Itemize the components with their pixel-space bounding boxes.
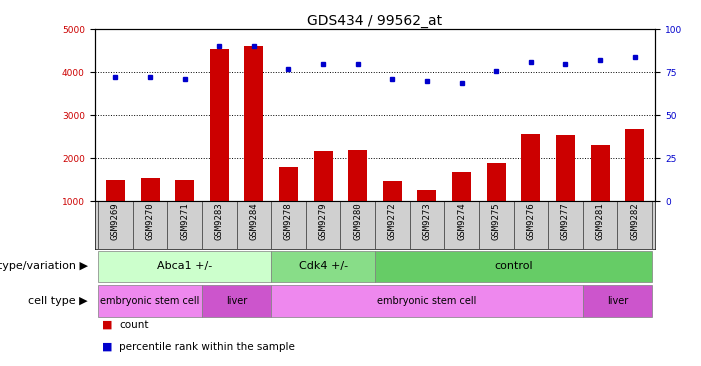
Text: control: control bbox=[494, 261, 533, 271]
Text: GSM9270: GSM9270 bbox=[146, 203, 154, 240]
Bar bbox=[556, 135, 575, 201]
Text: GSM9277: GSM9277 bbox=[561, 203, 570, 240]
Bar bbox=[245, 46, 264, 201]
Bar bbox=[210, 49, 229, 201]
Text: cell type ▶: cell type ▶ bbox=[28, 296, 88, 306]
Text: GSM9283: GSM9283 bbox=[215, 203, 224, 240]
Bar bbox=[522, 134, 540, 201]
Bar bbox=[375, 251, 652, 282]
Text: GSM9274: GSM9274 bbox=[457, 203, 466, 240]
Text: percentile rank within the sample: percentile rank within the sample bbox=[119, 342, 295, 352]
Text: GSM9273: GSM9273 bbox=[423, 203, 431, 240]
Bar bbox=[202, 285, 271, 317]
Text: GSM9271: GSM9271 bbox=[180, 203, 189, 240]
Bar bbox=[175, 180, 194, 201]
Text: GSM9272: GSM9272 bbox=[388, 203, 397, 240]
Bar bbox=[313, 150, 333, 201]
Text: GSM9280: GSM9280 bbox=[353, 203, 362, 240]
Text: count: count bbox=[119, 320, 149, 330]
Text: Abca1 +/-: Abca1 +/- bbox=[157, 261, 212, 271]
Bar bbox=[140, 178, 160, 201]
Text: Cdk4 +/-: Cdk4 +/- bbox=[299, 261, 348, 271]
Text: genotype/variation ▶: genotype/variation ▶ bbox=[0, 261, 88, 271]
Bar bbox=[106, 180, 125, 201]
Text: liver: liver bbox=[607, 296, 628, 306]
Bar bbox=[625, 129, 644, 201]
Bar bbox=[98, 285, 202, 317]
Text: ■: ■ bbox=[102, 342, 116, 352]
Text: GSM9276: GSM9276 bbox=[526, 203, 536, 240]
Bar bbox=[590, 145, 610, 201]
Title: GDS434 / 99562_at: GDS434 / 99562_at bbox=[308, 14, 442, 28]
Bar bbox=[348, 150, 367, 201]
Bar bbox=[383, 181, 402, 201]
Text: GSM9279: GSM9279 bbox=[319, 203, 327, 240]
Text: GSM9278: GSM9278 bbox=[284, 203, 293, 240]
Bar bbox=[271, 251, 375, 282]
Text: ■: ■ bbox=[102, 320, 116, 330]
Text: GSM9269: GSM9269 bbox=[111, 203, 120, 240]
Text: GSM9282: GSM9282 bbox=[630, 203, 639, 240]
Bar bbox=[271, 285, 583, 317]
Text: embryonic stem cell: embryonic stem cell bbox=[377, 296, 477, 306]
Bar bbox=[486, 163, 505, 201]
Text: GSM9281: GSM9281 bbox=[596, 203, 604, 240]
Bar bbox=[98, 251, 271, 282]
Bar bbox=[279, 167, 298, 201]
Text: GSM9275: GSM9275 bbox=[491, 203, 501, 240]
Bar bbox=[583, 285, 652, 317]
Text: GSM9284: GSM9284 bbox=[250, 203, 259, 240]
Text: liver: liver bbox=[226, 296, 247, 306]
Text: embryonic stem cell: embryonic stem cell bbox=[100, 296, 200, 306]
Bar bbox=[452, 172, 471, 201]
Bar bbox=[417, 190, 437, 201]
